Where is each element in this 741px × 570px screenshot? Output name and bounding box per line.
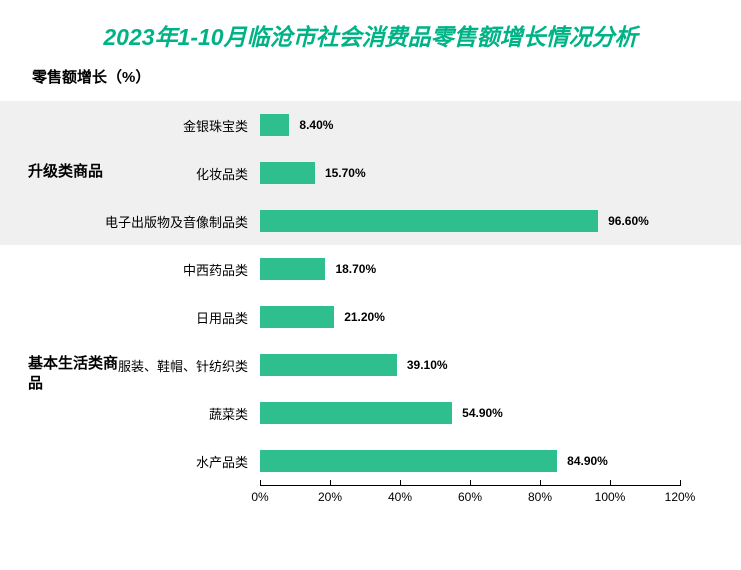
- category-label: 日用品类: [0, 308, 260, 327]
- chart-row: 化妆品类 15.70%: [0, 149, 741, 197]
- category-label: 化妆品类: [0, 164, 260, 183]
- axis-tick-label: 80%: [528, 490, 552, 504]
- chart-row: 中西药品类 18.70%: [0, 245, 741, 293]
- bar: [260, 450, 557, 472]
- value-label: 15.70%: [325, 166, 366, 180]
- category-label: 服装、鞋帽、针纺织类: [0, 356, 260, 375]
- bar: [260, 354, 397, 376]
- value-label: 84.90%: [567, 454, 608, 468]
- chart-row: 日用品类 21.20%: [0, 293, 741, 341]
- value-label: 8.40%: [299, 118, 333, 132]
- axis-tick-label: 40%: [388, 490, 412, 504]
- chart-subtitle: 零售额增长（%）: [0, 58, 741, 101]
- value-label: 39.10%: [407, 358, 448, 372]
- bar-zone: 39.10%: [260, 341, 680, 389]
- axis-tick-label: 0%: [251, 490, 268, 504]
- bar-zone: 96.60%: [260, 197, 680, 245]
- axis-tick-label: 60%: [458, 490, 482, 504]
- chart-row: 服装、鞋帽、针纺织类 39.10%: [0, 341, 741, 389]
- chart-title: 2023年1-10月临沧市社会消费品零售额增长情况分析: [0, 0, 741, 58]
- bar: [260, 402, 452, 424]
- bar-zone: 21.20%: [260, 293, 680, 341]
- chart-row: 蔬菜类 54.90%: [0, 389, 741, 437]
- category-label: 电子出版物及音像制品类: [0, 212, 260, 231]
- value-label: 96.60%: [608, 214, 649, 228]
- value-label: 21.20%: [344, 310, 385, 324]
- category-label: 蔬菜类: [0, 404, 260, 423]
- chart-row: 电子出版物及音像制品类 96.60%: [0, 197, 741, 245]
- bar-zone: 15.70%: [260, 149, 680, 197]
- bar: [260, 114, 289, 136]
- bar: [260, 210, 598, 232]
- value-label: 54.90%: [462, 406, 503, 420]
- value-label: 18.70%: [335, 262, 376, 276]
- x-axis: 0%20%40%60%80%100%120%: [260, 485, 680, 515]
- chart-row: 金银珠宝类 8.40%: [0, 101, 741, 149]
- bar-zone: 8.40%: [260, 101, 680, 149]
- bar: [260, 306, 334, 328]
- bar: [260, 258, 325, 280]
- axis-tick-label: 20%: [318, 490, 342, 504]
- chart-row: 水产品类 84.90%: [0, 437, 741, 485]
- category-label: 金银珠宝类: [0, 116, 260, 135]
- axis-tick-label: 100%: [595, 490, 626, 504]
- chart-area: 升级类商品金银珠宝类8.40%化妆品类15.70%电子出版物及音像制品类96.6…: [0, 101, 741, 515]
- bar-zone: 18.70%: [260, 245, 680, 293]
- axis-tick-label: 120%: [665, 490, 696, 504]
- category-label: 中西药品类: [0, 260, 260, 279]
- bar: [260, 162, 315, 184]
- bar-zone: 84.90%: [260, 437, 680, 485]
- bar-zone: 54.90%: [260, 389, 680, 437]
- category-label: 水产品类: [0, 452, 260, 471]
